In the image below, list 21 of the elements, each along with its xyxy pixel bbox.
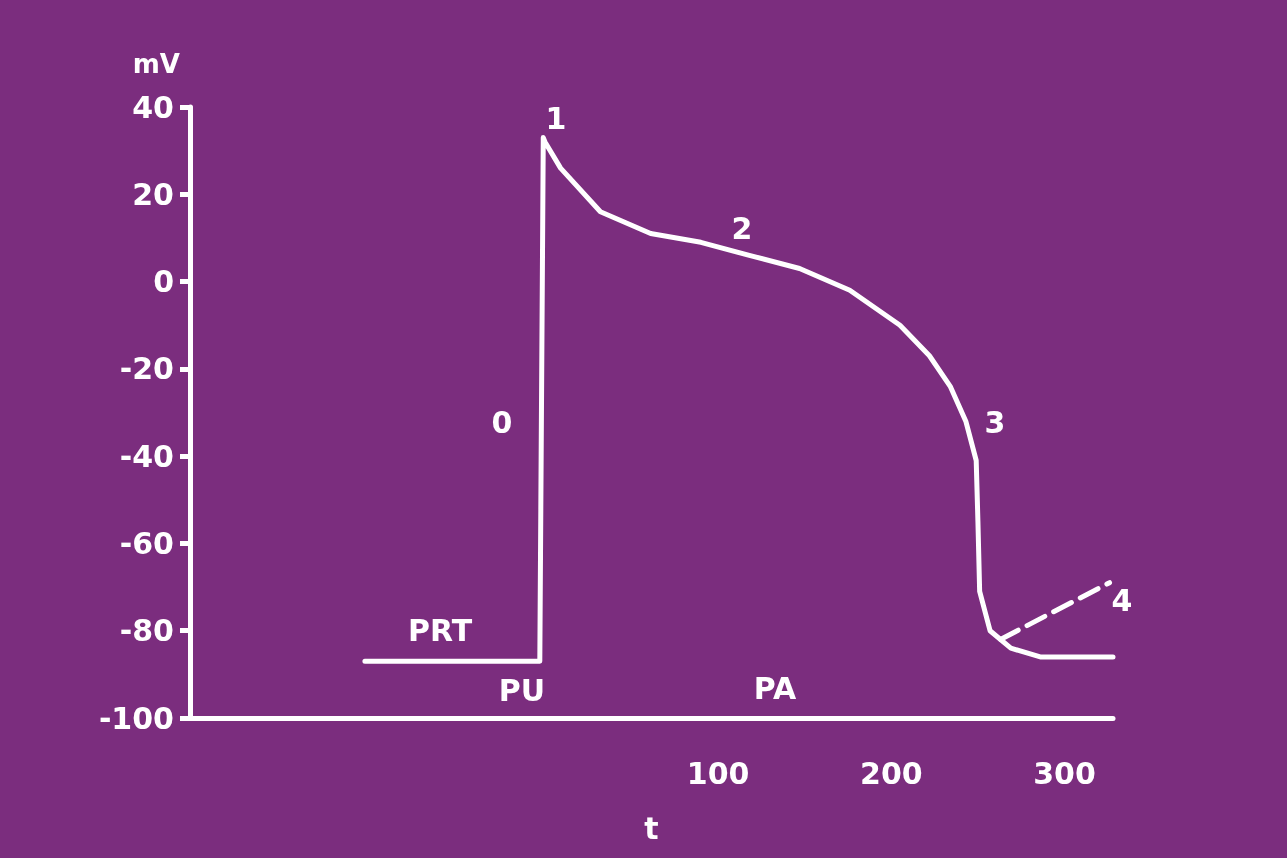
y-tick-label: 0 [153,264,174,300]
annotation: 3 [984,404,1006,440]
x-axis-title: t [644,810,659,846]
x-tick-label: 300 [1033,755,1096,791]
annotation: 2 [731,210,753,246]
y-tick-label: 20 [132,176,174,212]
y-axis-title: mV [132,49,180,79]
y-tick-label: 40 [132,89,174,125]
annotation: 1 [545,100,567,136]
annotation: PU [498,672,546,708]
x-tick-label: 100 [686,755,750,791]
y-tick-label: -80 [119,613,174,649]
y-tick-label: -100 [98,700,174,736]
annotation: 4 [1111,582,1133,618]
y-tick-label: -20 [119,351,174,387]
annotation: 0 [491,404,513,440]
x-tick-label: 200 [860,755,923,791]
annotation: PRT [407,612,473,648]
y-tick-label: -60 [119,525,174,561]
annotation: PA [753,670,798,706]
y-tick-label: -40 [119,438,174,474]
